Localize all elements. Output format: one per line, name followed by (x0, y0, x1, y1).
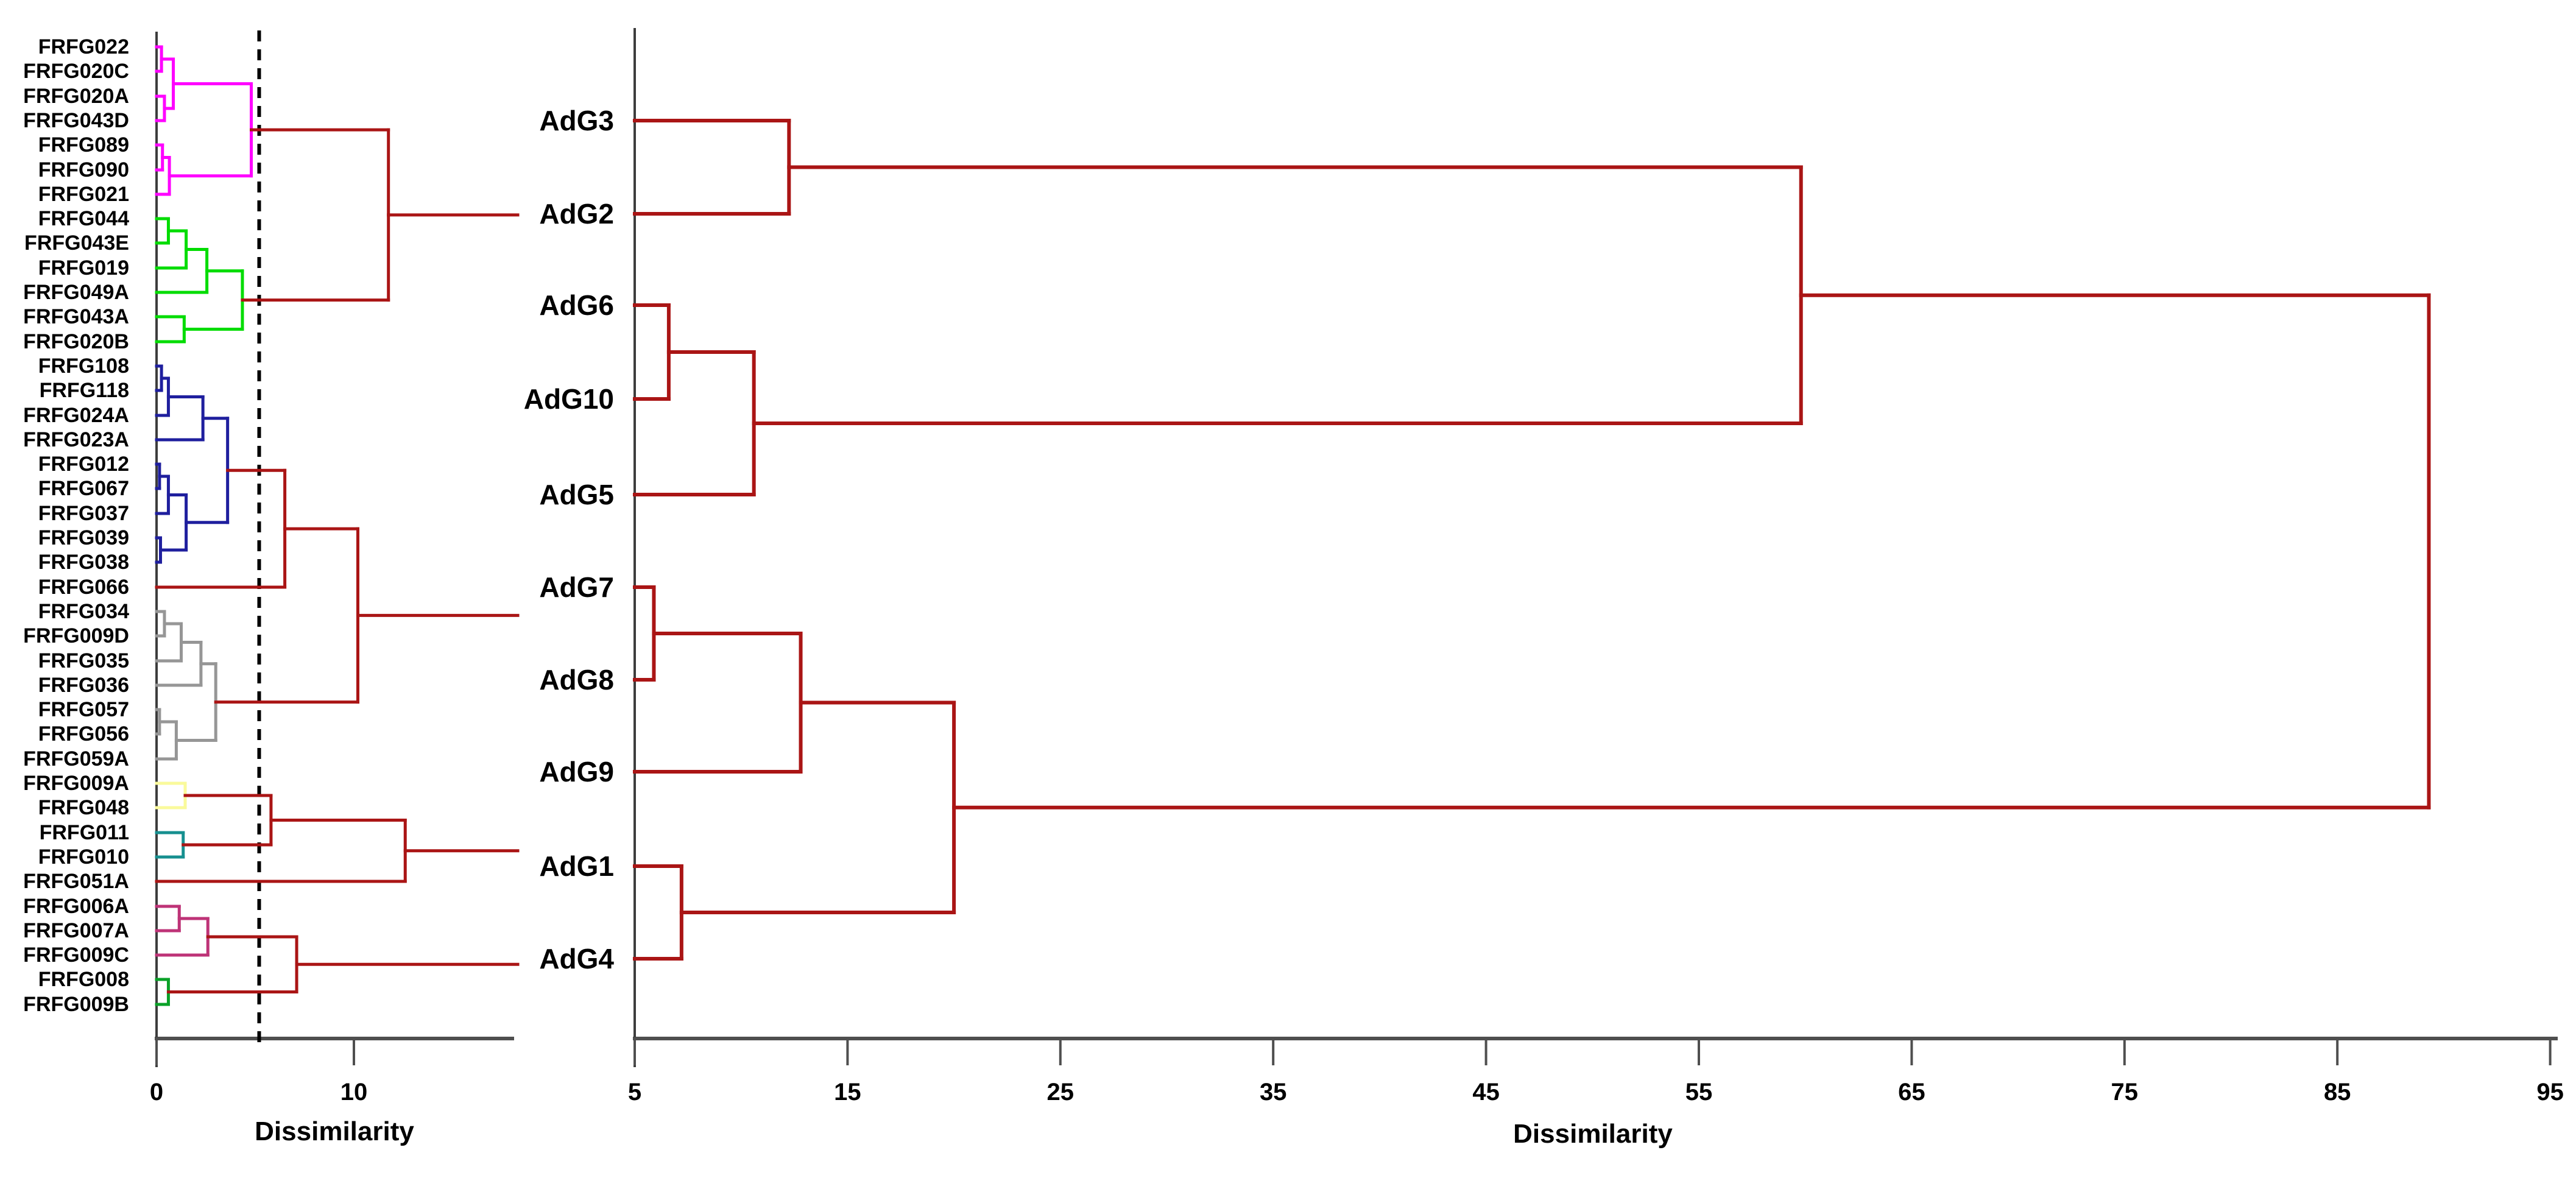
axis-tick-label: 5 (628, 1079, 641, 1106)
leaf-label-FRFG057: FRFG057 (38, 698, 129, 721)
axis-tick-label: 0 (150, 1079, 163, 1106)
leaf-label-FRFG067: FRFG067 (38, 477, 129, 500)
leaf-label-FRFG020C: FRFG020C (23, 60, 129, 83)
leaf-label-FRFG024A: FRFG024A (23, 404, 129, 427)
leaf-label-FRFG035: FRFG035 (38, 649, 129, 672)
leaf-label-FRFG038: FRFG038 (38, 551, 129, 574)
axis-tick-label: 45 (1472, 1079, 1500, 1106)
leaf-label-FRFG009B: FRFG009B (23, 993, 129, 1016)
leaf-label-AdG5: AdG5 (539, 479, 614, 510)
leaf-label-FRFG011: FRFG011 (40, 821, 129, 844)
left-axis-title: Dissimilarity (255, 1116, 414, 1146)
leaf-label-FRFG020A: FRFG020A (23, 85, 129, 108)
leaf-label-FRFG090: FRFG090 (38, 158, 129, 182)
leaf-label-FRFG006A: FRFG006A (23, 895, 129, 918)
leaf-label-FRFG009C: FRFG009C (23, 943, 129, 967)
leaf-label-FRFG009D: FRFG009D (23, 624, 129, 647)
leaf-label-FRFG044: FRFG044 (38, 207, 129, 230)
leaf-label-FRFG056: FRFG056 (38, 722, 129, 746)
leaf-label-FRFG059A: FRFG059A (23, 747, 129, 771)
leaf-label-FRFG019: FRFG019 (38, 256, 129, 280)
leaf-label-AdG3: AdG3 (539, 105, 614, 136)
leaf-label-AdG8: AdG8 (539, 664, 614, 696)
axis-tick-label: 25 (1047, 1079, 1075, 1106)
leaf-label-AdG10: AdG10 (524, 383, 614, 415)
leaf-label-AdG1: AdG1 (539, 850, 614, 882)
axis-tick-label: 15 (834, 1079, 861, 1106)
axis-tick-label: 95 (2536, 1079, 2564, 1106)
leaf-label-FRFG043D: FRFG043D (23, 109, 129, 132)
leaf-label-AdG2: AdG2 (539, 198, 614, 230)
right-dendrogram: 5 15 25 35 45 55 65 75 85 95 AdG3 AdG2 AdG6 AdG10 AdG5… (524, 28, 2564, 1106)
axis-tick-label: 75 (2111, 1079, 2139, 1106)
leaf-label-FRFG049A: FRFG049A (23, 281, 129, 304)
leaf-label-FRFG043E: FRFG043E (24, 231, 129, 255)
leaf-label-FRFG089: FRFG089 (38, 133, 129, 157)
leaf-label-FRFG051A: FRFG051A (23, 870, 129, 893)
leaf-label-FRFG023A: FRFG023A (23, 428, 129, 451)
leaf-label-FRFG036: FRFG036 (38, 674, 129, 697)
leaf-label-FRFG020B: FRFG020B (23, 330, 129, 353)
leaf-label-FRFG048: FRFG048 (38, 796, 129, 819)
leaf-label-FRFG009A: FRFG009A (23, 772, 129, 795)
leaf-label-FRFG034: FRFG034 (38, 600, 129, 623)
axis-tick-label: 55 (1685, 1079, 1713, 1106)
right-axis-title: Dissimilarity (1513, 1119, 1673, 1149)
leaf-label-FRFG021: FRFG021 (38, 183, 129, 206)
axis-tick-label: 65 (1898, 1079, 1925, 1106)
axis-tick-label: 10 (341, 1079, 368, 1106)
leaf-label-FRFG118: FRFG118 (40, 379, 129, 402)
leaf-label-FRFG010: FRFG010 (38, 845, 129, 869)
axis-tick-label: 35 (1260, 1079, 1287, 1106)
axis-tick-label: 85 (2324, 1079, 2351, 1106)
leaf-label-FRFG066: FRFG066 (38, 576, 129, 599)
leaf-label-AdG7: AdG7 (539, 571, 614, 603)
leaf-label-FRFG022: FRFG022 (38, 35, 129, 58)
leaf-label-FRFG039: FRFG039 (38, 526, 129, 549)
leaf-label-AdG9: AdG9 (539, 756, 614, 788)
leaf-label-FRFG008: FRFG008 (38, 968, 129, 991)
leaf-label-FRFG007A: FRFG007A (23, 919, 129, 942)
leaf-label-FRFG012: FRFG012 (38, 453, 129, 476)
leaf-label-AdG4: AdG4 (539, 943, 614, 975)
leaf-label-FRFG037: FRFG037 (38, 502, 129, 525)
leaf-label-FRFG108: FRFG108 (38, 354, 129, 378)
left-dendrogram: 0 10 FRFG022FRFG020CFRFG020AFRFG043DFRFG08… (23, 30, 520, 1106)
leaf-label-AdG6: AdG6 (539, 289, 614, 321)
leaf-label-FRFG043A: FRFG043A (23, 305, 129, 328)
